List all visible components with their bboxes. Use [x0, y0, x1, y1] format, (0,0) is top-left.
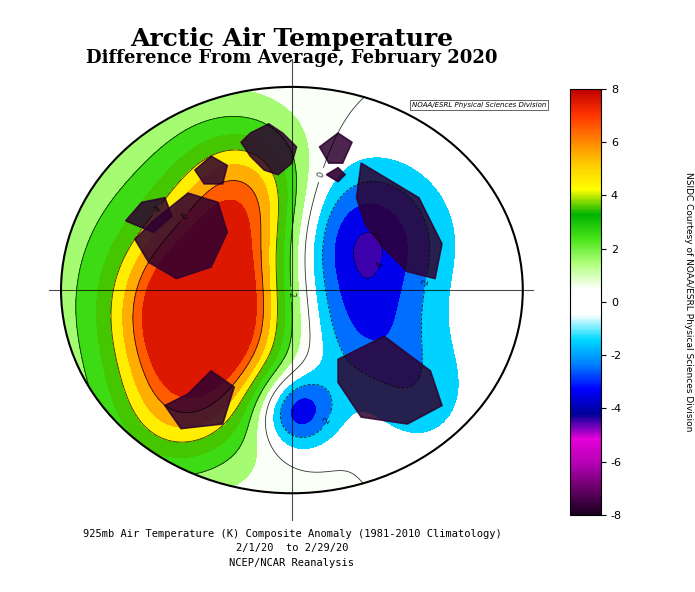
Text: 2: 2: [286, 291, 296, 297]
Text: 2/1/20  to 2/29/20: 2/1/20 to 2/29/20: [236, 543, 348, 553]
PathPatch shape: [320, 133, 352, 163]
PathPatch shape: [165, 371, 234, 429]
Text: 0: 0: [316, 171, 326, 179]
Text: Difference From Average, February 2020: Difference From Average, February 2020: [86, 49, 498, 66]
Text: -2: -2: [321, 416, 333, 427]
PathPatch shape: [338, 336, 442, 424]
PathPatch shape: [135, 193, 227, 278]
Text: -4: -4: [374, 259, 386, 271]
Text: NCEP/NCAR Reanalysis: NCEP/NCAR Reanalysis: [229, 558, 354, 568]
Text: 6: 6: [180, 211, 190, 221]
Text: 925mb Air Temperature (K) Composite Anomaly (1981-2010 Climatology): 925mb Air Temperature (K) Composite Anom…: [83, 529, 501, 539]
PathPatch shape: [195, 156, 227, 184]
Text: Arctic Air Temperature: Arctic Air Temperature: [131, 27, 453, 51]
Text: 4: 4: [152, 204, 162, 214]
Text: -2: -2: [420, 277, 431, 287]
PathPatch shape: [357, 163, 442, 278]
Text: NSIDC Courtesy of NOAA/ESRL Physical Sciences Division: NSIDC Courtesy of NOAA/ESRL Physical Sci…: [685, 172, 693, 432]
PathPatch shape: [327, 168, 345, 182]
PathPatch shape: [126, 198, 172, 232]
PathPatch shape: [241, 124, 297, 175]
Text: NOAA/ESRL Physical Sciences Division: NOAA/ESRL Physical Sciences Division: [412, 102, 546, 108]
